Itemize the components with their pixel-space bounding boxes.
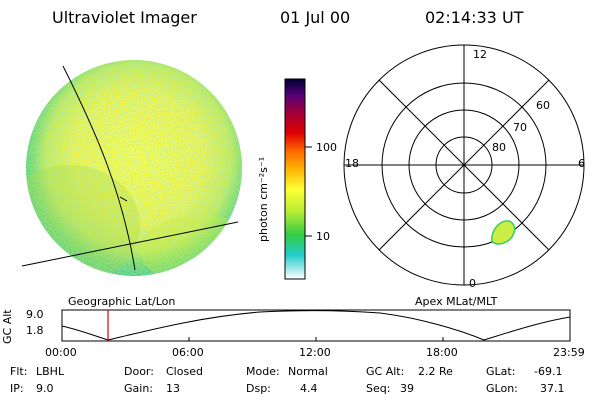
mlat-label-60: 60 xyxy=(536,99,550,112)
earth-image xyxy=(21,60,242,276)
orbit-altitude-plot xyxy=(61,309,571,342)
gc-alt-label: GC Alt: xyxy=(366,365,405,378)
gc-alt-value: 2.2 Re xyxy=(418,365,453,378)
orbit-ytick-1-8: 1.8 xyxy=(26,324,44,337)
mlt-label-6: 6 xyxy=(578,157,585,170)
orbit-xtick-0600: 06:00 xyxy=(172,346,204,359)
geo-meridian-line xyxy=(62,65,136,271)
orbit-xtick-0000: 00:00 xyxy=(45,346,77,359)
orbit-xtick-2359: 23:59 xyxy=(553,346,585,359)
ip-label: IP: xyxy=(10,382,24,395)
geo-tick xyxy=(119,196,128,202)
instrument-title: Ultraviolet Imager xyxy=(52,8,197,27)
colorbar-tick-10: 10 xyxy=(316,230,330,243)
dsp-value: 4.4 xyxy=(300,382,318,395)
gain-value: 13 xyxy=(166,382,180,395)
glon-value: 37.1 xyxy=(540,382,565,395)
dsp-label: Dsp: xyxy=(246,382,271,395)
mlt-label-12: 12 xyxy=(473,48,487,61)
glat-value: -69.1 xyxy=(534,365,563,378)
intensity-colorbar xyxy=(284,78,312,280)
polar-mlt-plot xyxy=(343,44,585,286)
mode-label: Mode: xyxy=(246,365,280,378)
mlat-label-70: 70 xyxy=(513,121,527,134)
mode-value: Normal xyxy=(288,365,328,378)
door-label: Door: xyxy=(124,365,154,378)
apex-label: Apex MLat/MLT xyxy=(415,295,498,308)
geographic-label: Geographic Lat/Lon xyxy=(68,295,176,308)
glat-label: GLat: xyxy=(486,365,516,378)
glon-label: GLon: xyxy=(486,382,518,395)
orbit-ylabel: GC Alt xyxy=(1,309,14,344)
flt-label: Flt: xyxy=(10,365,28,378)
seq-label: Seq: xyxy=(366,382,391,395)
mlat-label-80: 80 xyxy=(492,141,506,154)
colorbar-unit-label: photon cm⁻²s⁻¹ xyxy=(257,156,270,242)
time-label: 02:14:33 UT xyxy=(425,8,524,27)
geo-latitude-line xyxy=(21,221,239,267)
mlt-label-18: 18 xyxy=(345,157,359,170)
mlt-label-0: 0 xyxy=(469,277,476,290)
altitude-curve xyxy=(61,310,571,341)
flt-value: LBHL xyxy=(36,365,65,378)
orbit-xtick-1200: 12:00 xyxy=(299,346,331,359)
gain-label: Gain: xyxy=(124,382,153,395)
aurora-spot xyxy=(490,220,516,245)
colorbar-tick-100: 100 xyxy=(316,141,337,154)
orbit-xtick-1800: 18:00 xyxy=(426,346,458,359)
orbit-ytick-9: 9.0 xyxy=(26,308,44,321)
ip-value: 9.0 xyxy=(36,382,54,395)
date-label: 01 Jul 00 xyxy=(280,8,351,27)
door-value: Closed xyxy=(166,365,203,378)
seq-value: 39 xyxy=(400,382,414,395)
